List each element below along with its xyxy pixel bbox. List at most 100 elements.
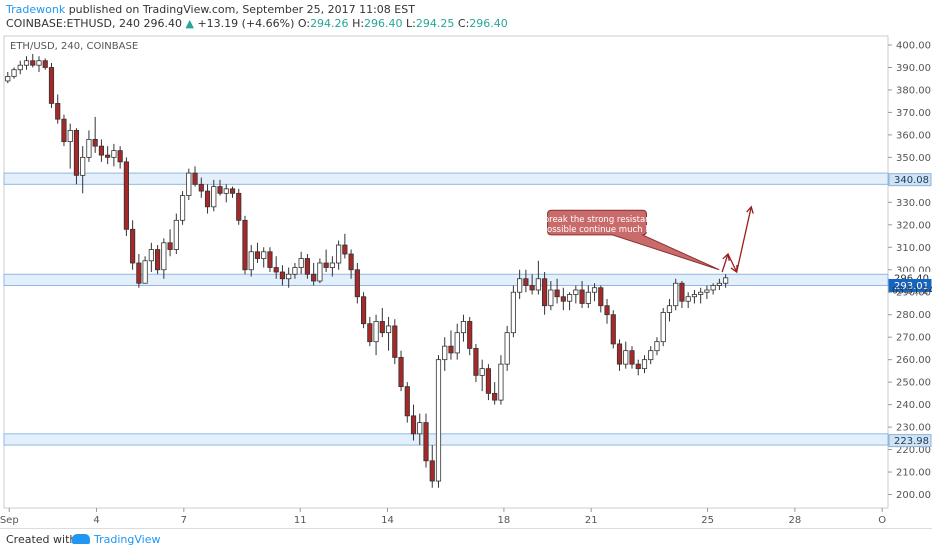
- candle: [55, 94, 61, 124]
- candle-body: [392, 325, 398, 358]
- y-tick-label: 290.00: [896, 288, 931, 299]
- candle: [504, 325, 510, 371]
- candle-body: [435, 359, 442, 482]
- candle: [610, 310, 616, 349]
- candle-body: [498, 363, 504, 401]
- candle-body: [111, 150, 117, 158]
- candle: [48, 62, 55, 108]
- candle: [261, 247, 267, 268]
- candle-body: [535, 278, 541, 291]
- candle: [198, 177, 204, 198]
- candle: [342, 233, 348, 259]
- candle: [123, 157, 129, 237]
- candle: [361, 292, 367, 329]
- candle: [392, 319, 398, 365]
- resistance-zone: [3, 433, 889, 446]
- candle: [517, 269, 523, 299]
- y-tick-label: 400.00: [896, 40, 931, 51]
- candle: [510, 285, 516, 338]
- candle-body: [5, 76, 11, 82]
- candle-body: [585, 291, 591, 304]
- candle: [654, 337, 660, 356]
- candle-body: [666, 305, 673, 313]
- candle: [5, 71, 11, 84]
- candle: [254, 242, 261, 264]
- candle: [92, 116, 98, 153]
- candle-body: [286, 273, 292, 280]
- candle-body: [236, 192, 242, 221]
- price-label: 293.01: [888, 278, 932, 292]
- candle: [354, 263, 360, 304]
- candle-body: [635, 363, 641, 370]
- candle-body: [55, 103, 61, 120]
- candle: [679, 280, 685, 308]
- candle: [236, 188, 242, 225]
- candle: [691, 289, 698, 304]
- x-tick-label: 11: [294, 515, 307, 526]
- y-tick-label: 310.00: [896, 243, 931, 254]
- candle: [467, 316, 473, 356]
- candle: [554, 278, 560, 304]
- last-price: 296.40: [143, 17, 182, 30]
- y-tick-label: 260.00: [896, 355, 931, 366]
- candle-body: [560, 296, 566, 302]
- resistance-zone: [3, 273, 889, 286]
- candle-body: [292, 267, 298, 275]
- y-tick-label: 240.00: [896, 400, 931, 411]
- candle: [723, 274, 729, 288]
- candle: [410, 404, 417, 441]
- y-tick-label: 330.00: [896, 198, 931, 209]
- candle-body: [517, 278, 523, 293]
- tradingview-logo[interactable]: TradingView: [72, 533, 160, 546]
- author-link[interactable]: Tradewonk: [6, 3, 66, 16]
- candle: [211, 179, 217, 212]
- candle: [248, 245, 254, 277]
- low-label: L:: [406, 17, 416, 30]
- candle-body: [61, 118, 67, 143]
- candle-body: [361, 296, 367, 325]
- candle: [105, 146, 111, 165]
- high-value: 296.40: [364, 17, 403, 30]
- price-label-text: 296.40: [894, 273, 929, 284]
- candle-body: [329, 262, 335, 268]
- candle-body: [11, 69, 17, 77]
- candle-body: [685, 296, 691, 302]
- annotation-text: it will possible continue much highere: [517, 225, 678, 235]
- candle: [61, 114, 67, 147]
- x-tick-label: 7: [181, 515, 187, 526]
- arrowhead-icon: [746, 205, 754, 214]
- candle: [267, 247, 273, 272]
- price-label-text: 223.98: [894, 436, 929, 447]
- annotation-callout: [547, 209, 720, 271]
- candle: [323, 249, 329, 272]
- candle: [161, 238, 167, 279]
- candlestick-chart[interactable]: 200.00 210.00 220.00 230.00 240.00 250.00 260.…: [0, 32, 932, 528]
- candle-body: [136, 262, 142, 284]
- candle-body: [492, 392, 498, 401]
- y-tick-label: 390.00: [896, 63, 931, 74]
- candle: [473, 343, 479, 383]
- candle-body: [404, 386, 410, 417]
- candle: [616, 339, 623, 371]
- candle-body: [223, 188, 229, 194]
- candle: [223, 184, 229, 203]
- candle-body: [673, 282, 679, 307]
- price-label-box: [888, 278, 932, 292]
- candle-body: [204, 190, 211, 208]
- candle: [142, 256, 148, 284]
- y-tick-label: 320.00: [896, 220, 931, 231]
- candle: [710, 283, 716, 295]
- candle-body: [17, 64, 23, 71]
- price-label-box: [888, 434, 932, 448]
- candle: [204, 184, 211, 214]
- candle-body: [548, 289, 554, 307]
- countdown-label: 03:51:24: [892, 285, 932, 296]
- candle: [566, 292, 573, 311]
- candle: [11, 67, 17, 79]
- candle-body: [467, 321, 473, 349]
- candle: [535, 260, 541, 295]
- candle-body: [573, 289, 579, 295]
- candle-body: [566, 294, 573, 302]
- candle-body: [23, 60, 30, 66]
- price-label: 223.98: [888, 434, 932, 448]
